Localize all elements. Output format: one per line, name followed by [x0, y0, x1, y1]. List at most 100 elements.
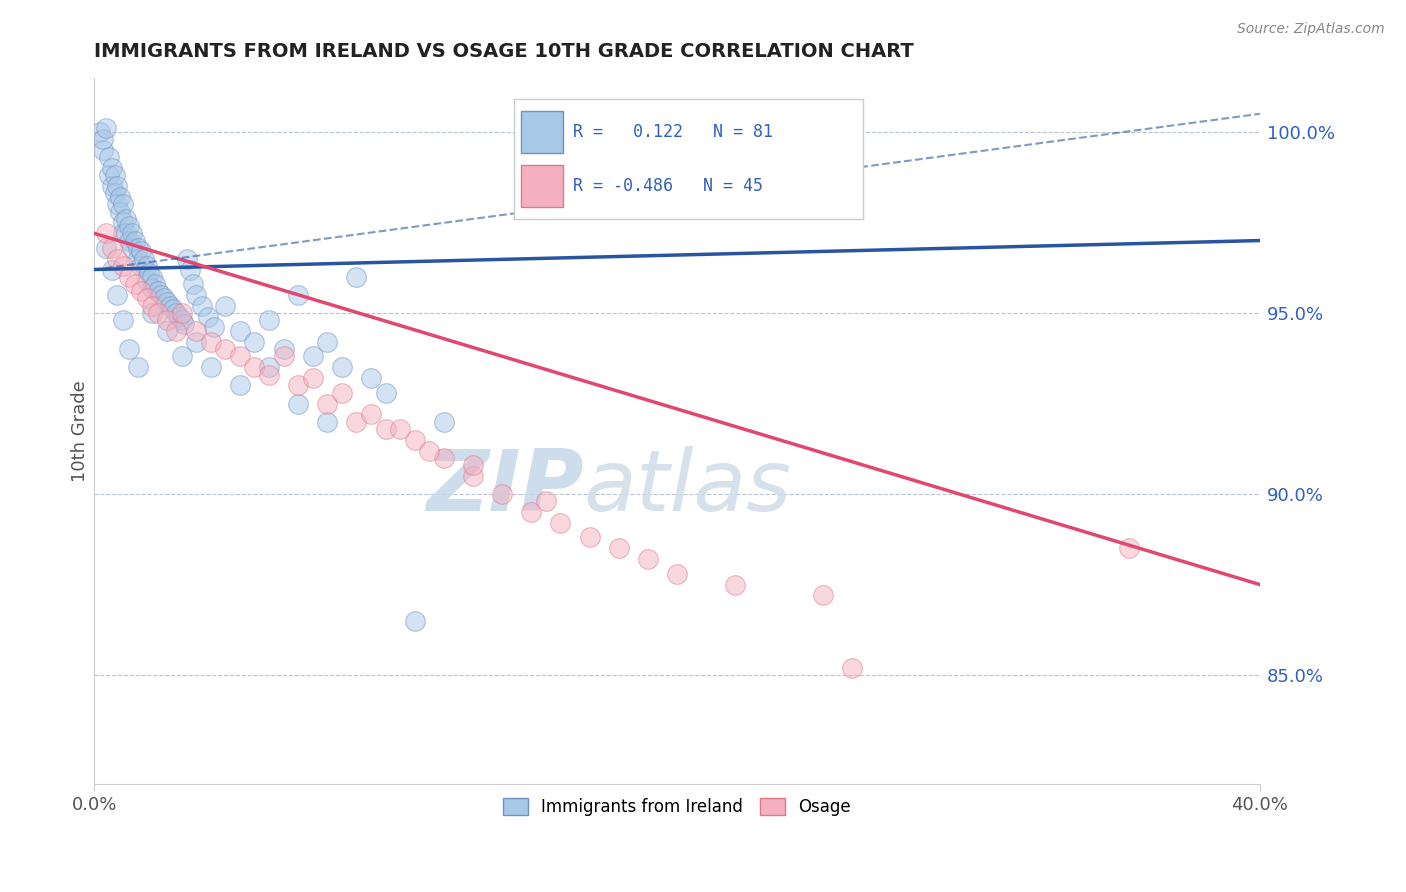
Point [170, 313, 193, 327]
Point [1118, 541, 1140, 556]
Point [841, 661, 863, 675]
Point [404, 433, 426, 447]
Point [107, 197, 129, 211]
Point [141, 269, 163, 284]
Point [243, 360, 266, 375]
Point [112, 227, 135, 241]
Point [103, 169, 125, 183]
Point [229, 350, 252, 364]
Point [179, 262, 201, 277]
Point [103, 186, 125, 201]
Point [148, 285, 170, 299]
Point [156, 295, 179, 310]
Point [301, 350, 323, 364]
Point [181, 277, 204, 291]
Point [156, 313, 179, 327]
Text: IMMIGRANTS FROM IRELAND VS OSAGE 10TH GRADE CORRELATION CHART: IMMIGRANTS FROM IRELAND VS OSAGE 10TH GR… [94, 42, 914, 61]
Point [167, 310, 190, 324]
Point [404, 614, 426, 628]
Point [520, 505, 543, 519]
Point [184, 334, 207, 349]
Point [461, 469, 484, 483]
Y-axis label: 10th Grade: 10th Grade [72, 380, 89, 482]
Point [141, 280, 163, 294]
Point [110, 204, 132, 219]
Point [156, 324, 179, 338]
Point [389, 422, 412, 436]
Point [135, 273, 157, 287]
Point [418, 443, 440, 458]
Point [243, 334, 266, 349]
Point [287, 288, 309, 302]
Point [257, 360, 280, 375]
Point [100, 179, 122, 194]
Text: atlas: atlas [583, 446, 792, 529]
Point [273, 350, 295, 364]
Point [129, 244, 152, 259]
Point [112, 215, 135, 229]
Point [433, 415, 456, 429]
Point [316, 396, 339, 410]
Point [97, 169, 120, 183]
Point [112, 197, 135, 211]
Point [100, 161, 122, 175]
Point [257, 313, 280, 327]
Point [107, 179, 129, 194]
Point [176, 252, 198, 266]
Point [491, 487, 513, 501]
Point [287, 378, 309, 392]
Point [197, 310, 219, 324]
Point [121, 227, 143, 241]
Point [150, 288, 173, 302]
Point [89, 125, 111, 139]
Point [129, 259, 152, 273]
Point [330, 360, 353, 375]
Point [191, 299, 214, 313]
Point [124, 234, 146, 248]
Point [127, 241, 149, 255]
Point [94, 227, 117, 241]
Legend: Immigrants from Ireland, Osage: Immigrants from Ireland, Osage [495, 790, 859, 825]
Point [135, 259, 157, 273]
Point [316, 334, 339, 349]
Point [184, 288, 207, 302]
Point [607, 541, 630, 556]
Point [665, 566, 688, 581]
Point [165, 306, 187, 320]
Point [132, 252, 155, 266]
Point [724, 577, 747, 591]
Point [200, 360, 222, 375]
Point [170, 350, 193, 364]
Point [374, 422, 396, 436]
Point [344, 415, 367, 429]
Point [100, 241, 122, 255]
Point [143, 277, 166, 291]
Point [129, 285, 152, 299]
Point [214, 342, 236, 356]
Point [229, 378, 252, 392]
Point [91, 132, 114, 146]
Point [273, 342, 295, 356]
Point [91, 143, 114, 157]
Point [344, 269, 367, 284]
Point [107, 252, 129, 266]
Text: ZIP: ZIP [426, 446, 583, 529]
Point [202, 320, 225, 334]
Point [257, 368, 280, 382]
Point [374, 385, 396, 400]
Point [100, 262, 122, 277]
Point [127, 252, 149, 266]
Point [94, 241, 117, 255]
Point [94, 121, 117, 136]
Point [316, 415, 339, 429]
Point [360, 371, 382, 385]
Point [118, 269, 141, 284]
Point [433, 450, 456, 465]
Point [461, 458, 484, 472]
Point [141, 299, 163, 313]
Point [110, 190, 132, 204]
Point [811, 589, 834, 603]
Point [173, 317, 195, 331]
Point [550, 516, 572, 530]
Point [159, 299, 181, 313]
